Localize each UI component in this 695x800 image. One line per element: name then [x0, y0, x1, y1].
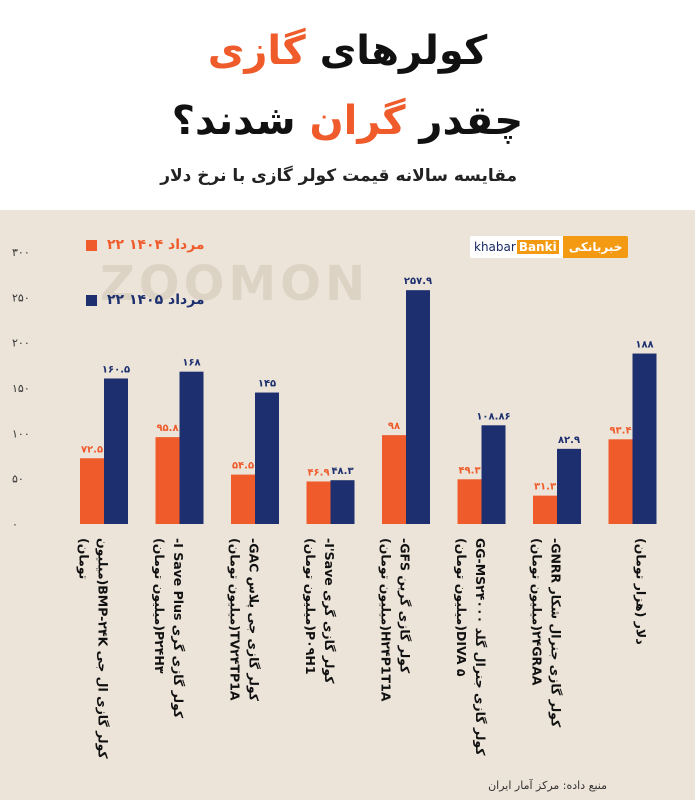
bar-1404 — [80, 458, 104, 524]
bar-1405 — [179, 371, 204, 524]
y-tick-label: ۱۵۰ — [12, 382, 30, 395]
category-label-line: تومان) — [77, 538, 92, 579]
category-label-line: کولر گازی گرین GFS- — [398, 538, 413, 674]
data-label: ۱۸۸ — [635, 340, 653, 351]
title-line-2-highlight: گران — [309, 98, 406, 144]
y-tick-label: ۱۰۰ — [12, 427, 30, 440]
bar-1404 — [533, 495, 557, 524]
y-tick-label: ۲۰۰ — [12, 337, 30, 350]
data-label: ۱۰۸.۸۶ — [476, 411, 510, 422]
legend-swatch-1404 — [86, 239, 97, 251]
legend-label-1404: ۲۲ مرداد ۱۴۰۴ — [107, 237, 205, 253]
y-tick-label: ۰ — [12, 518, 18, 531]
category-label: کولر گازی گرین GFS- H۲۴P1T1A(میلیون تومان… — [379, 538, 413, 702]
legend-label-1405: ۲۲ مرداد ۱۴۰۵ — [107, 292, 205, 308]
bar-1405 — [330, 480, 355, 524]
category-label: کولر گازی جی پلاس GAC- TV۲۴TP1A(میلیون تو… — [228, 538, 262, 702]
category-label: دلار (هزار تومان) — [634, 538, 649, 645]
category-label-line: P۰۹H1(میلیون تومان) — [303, 538, 318, 675]
bar-1404 — [382, 435, 406, 524]
category-label-line: کولر گازی جنرال گلد GG-MS۲۴۰۰۰ — [473, 538, 488, 756]
data-label: ۱۴۵ — [258, 379, 276, 390]
data-label: ۱۶۸ — [182, 358, 200, 369]
brand-logo-en-highlight: Banki — [516, 240, 559, 254]
bar-1404 — [155, 437, 180, 524]
data-label: ۹۳.۴ — [609, 425, 631, 436]
category-label-line: دلار (هزار تومان) — [634, 538, 649, 645]
bar-1404 — [457, 479, 482, 524]
bar-1405 — [481, 425, 506, 524]
bar-1405 — [255, 392, 279, 524]
brand-logo-fa: خبربانکی — [562, 236, 629, 258]
category-label-line: ۲۴GRAA(میلیون تومان) — [530, 538, 545, 686]
title-line-2: چقدر گران شدند؟ — [0, 98, 695, 144]
category-label: کولر گازی گری I Save Plus- P۲۴H۳(میلیون ت… — [152, 538, 186, 719]
data-label: ۴۶.۹ — [307, 467, 329, 478]
bar-1404 — [608, 439, 633, 524]
bar-1404 — [306, 481, 331, 524]
category-label-line: H۲۴P1T1A(میلیون تومان) — [379, 538, 394, 702]
data-label: ۲۵۷.۹ — [404, 276, 432, 287]
category-label-line: DIVA ۵(میلیون تومان) — [454, 538, 469, 677]
category-label: کولر گازی جنرال گلد GG-MS۲۴۰۰۰ DIVA ۵(میل… — [454, 538, 488, 756]
data-label: ۴۹.۳ — [458, 465, 480, 476]
legend-item-1405: ۲۲ مرداد ۱۴۰۵ — [86, 292, 205, 308]
y-tick-label: ۳۰۰ — [12, 246, 30, 259]
category-label-line: کولر گازی گری I Save Plus- — [171, 538, 186, 719]
category-label-line: کولر گازی ال جی BMP-۲۴K(میلیون — [96, 538, 111, 759]
bar-1405 — [557, 448, 581, 524]
bar-1405 — [104, 378, 128, 524]
category-label: کولر گازی گری I'Save- P۰۹H1(میلیون تومان) — [303, 538, 337, 684]
brand-logo-en-prefix: khabar — [474, 240, 516, 254]
category-label-line: TV۲۴TP1A(میلیون تومان) — [228, 538, 243, 701]
watermark: ZOOMON — [100, 256, 370, 312]
y-tick-label: ۵۰ — [12, 473, 24, 486]
data-label: ۹۵.۸ — [156, 423, 178, 434]
category-label: کولر گازی جنرال شکار GNRR- ۲۴GRAA(میلیون … — [530, 538, 564, 728]
title-line-1: کولرهای گازی — [0, 28, 695, 74]
title-line-1-text: کولرهای — [305, 28, 488, 74]
data-label: ۹۸ — [388, 421, 400, 432]
title-line-2-end: شدند؟ — [171, 98, 310, 144]
category-label-line: P۲۴H۳(میلیون تومان) — [152, 538, 167, 674]
legend-swatch-1405 — [86, 294, 97, 306]
category-label-line: کولر گازی جی پلاس GAC- — [247, 538, 262, 702]
category-label-line: کولر گازی جنرال شکار GNRR- — [549, 538, 564, 728]
brand-logo-en: khabar Banki — [470, 236, 563, 258]
bar-1404 — [231, 474, 255, 524]
data-label: ۱۶۰.۵ — [102, 364, 130, 375]
category-label-line: کولر گازی گری I'Save- — [322, 538, 337, 684]
bar-1405 — [406, 290, 430, 524]
title-line-1-highlight: گازی — [207, 28, 306, 74]
category-label: کولر گازی ال جی BMP-۲۴K(میلیون تومان) — [77, 538, 111, 759]
title-line-2-text: چقدر — [405, 98, 524, 144]
y-tick-label: ۲۵۰ — [12, 291, 30, 304]
subtitle: مقایسه سالانه قیمت کولر گازی با نرخ دلار — [160, 166, 517, 186]
legend-item-1404: ۲۲ مرداد ۱۴۰۴ — [86, 237, 205, 253]
data-label: ۷۲.۵ — [81, 444, 103, 455]
data-label: ۵۴.۵ — [232, 461, 254, 472]
data-label: ۴۸.۳ — [331, 466, 353, 477]
data-source: منبع داده: مرکز آمار ایران — [488, 779, 607, 792]
data-label: ۸۲.۹ — [558, 435, 580, 446]
bar-1405 — [632, 353, 657, 524]
brand-logo: khabar Banki خبربانکی — [470, 236, 629, 258]
data-label: ۳۱.۳ — [534, 482, 556, 493]
